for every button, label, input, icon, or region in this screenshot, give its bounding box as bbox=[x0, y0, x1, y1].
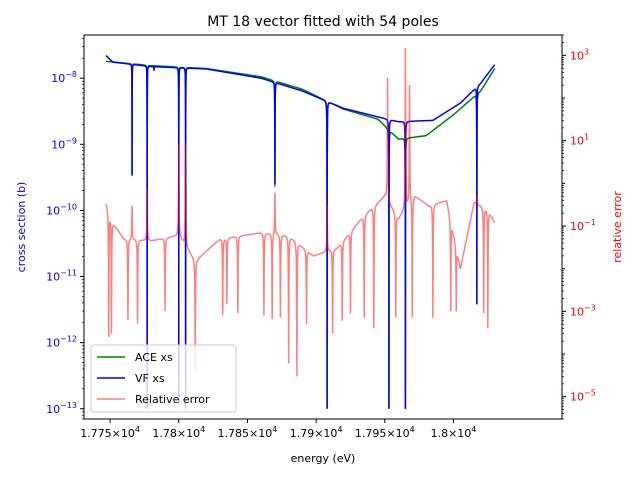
x-axis: 1.775×104 1.78×104 1.785×104 1.79×104 1.795×… bbox=[80, 419, 476, 440]
legend-label-relerr: Relative error bbox=[135, 393, 210, 406]
x-tick-label: 1.775×104 bbox=[80, 425, 140, 440]
y-left-tick-label: 10−10 bbox=[46, 202, 77, 217]
x-tick-label: 1.8×104 bbox=[431, 425, 477, 440]
plot-area bbox=[105, 47, 496, 409]
y-axis-left: 10−13 10−12 10−11 10−10 10−9 10−8 bbox=[46, 38, 84, 420]
legend: ACE xs VF xs Relative error bbox=[90, 344, 237, 413]
y-left-tick-label: 10−9 bbox=[51, 136, 77, 151]
x-tick-label: 1.79×104 bbox=[290, 425, 343, 440]
series-line-relative-error bbox=[105, 47, 496, 377]
legend-label-ace: ACE xs bbox=[135, 351, 173, 364]
series-line-vf-xs bbox=[105, 55, 496, 409]
x-axis-label: energy (eV) bbox=[291, 452, 356, 465]
y-left-tick-label: 10−8 bbox=[51, 70, 77, 85]
legend-label-vf: VF xs bbox=[135, 372, 165, 385]
y-axis-right: 10−5 10−3 10−1 101 103 bbox=[562, 34, 596, 420]
chart-title: MT 18 vector fitted with 54 poles bbox=[207, 14, 439, 30]
x-tick-label: 1.785×104 bbox=[218, 425, 278, 440]
x-tick-label: 1.795×104 bbox=[355, 425, 415, 440]
y-left-tick-label: 10−13 bbox=[46, 401, 77, 416]
y-right-tick-label: 10−3 bbox=[570, 303, 596, 318]
y-axis-left-label: cross section (b) bbox=[15, 182, 28, 273]
y-right-tick-label: 10−1 bbox=[570, 218, 596, 233]
series-line-ace-xs bbox=[105, 60, 496, 409]
axes-frame bbox=[83, 34, 563, 420]
y-left-tick-label: 10−12 bbox=[46, 335, 77, 350]
x-tick-label: 1.78×104 bbox=[152, 425, 205, 440]
y-right-tick-label: 101 bbox=[570, 133, 589, 148]
y-right-tick-label: 103 bbox=[570, 47, 589, 62]
legend-box bbox=[90, 344, 237, 413]
y-right-tick-label: 10−5 bbox=[570, 389, 596, 404]
y-left-tick-label: 10−11 bbox=[46, 269, 77, 284]
y-axis-right-label: relative error bbox=[611, 191, 624, 263]
